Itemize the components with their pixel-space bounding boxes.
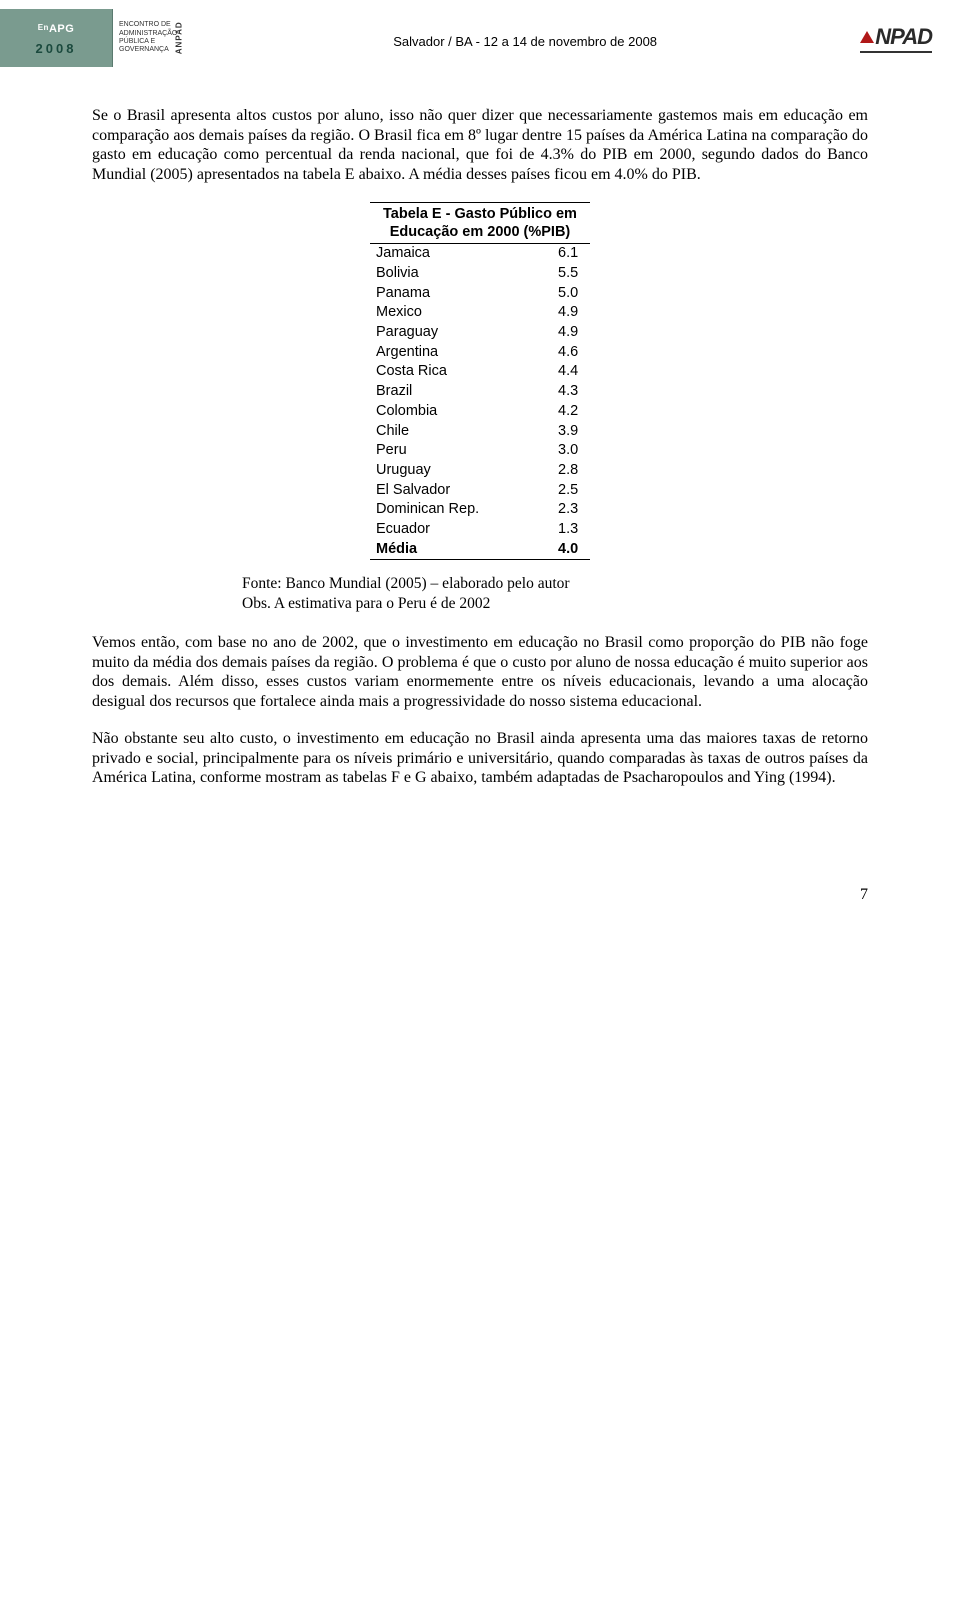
country-cell: Jamaica: [370, 244, 520, 264]
country-cell: Panama: [370, 284, 520, 304]
table-footer-row: Média4.0: [370, 540, 590, 560]
country-cell: Dominican Rep.: [370, 500, 520, 520]
paragraph-2: Vemos então, com base no ano de 2002, qu…: [92, 633, 868, 711]
country-cell: Colombia: [370, 402, 520, 422]
enapg-logo-top: EnAPG: [38, 23, 75, 35]
country-cell: Costa Rica: [370, 362, 520, 382]
table-e-body: Jamaica6.1Bolivia5.5Panama5.0Mexico4.9Pa…: [370, 244, 590, 560]
page-header: EnAPG 2008 ENCONTRO DE ADMINISTRAÇÃO PÚB…: [0, 0, 960, 70]
table-row: Jamaica6.1: [370, 244, 590, 264]
table-row: Argentina4.6: [370, 343, 590, 363]
table-row: Panama5.0: [370, 284, 590, 304]
header-left-block: EnAPG 2008 ENCONTRO DE ADMINISTRAÇÃO PÚB…: [0, 9, 190, 67]
value-cell: 4.2: [520, 402, 590, 422]
page-content: Se o Brasil apresenta altos custos por a…: [0, 70, 960, 826]
value-cell: 4.9: [520, 323, 590, 343]
value-cell: 3.9: [520, 422, 590, 442]
table-row: Mexico4.9: [370, 303, 590, 323]
table-title-line-1: Tabela E - Gasto Público em: [376, 205, 584, 223]
anpad-logo-text: NPAD: [875, 24, 932, 49]
paragraph-3: Não obstante seu alto custo, o investime…: [92, 729, 868, 788]
value-cell: 4.3: [520, 382, 590, 402]
anpad-vertical-text: ANPAD: [174, 22, 184, 55]
table-row: Peru3.0: [370, 441, 590, 461]
value-cell: 2.5: [520, 481, 590, 501]
country-cell: Uruguay: [370, 461, 520, 481]
conference-label: ENCONTRO DE ADMINISTRAÇÃO PÚBLICA E GOVE…: [112, 9, 190, 67]
country-cell: Mexico: [370, 303, 520, 323]
enapg-main: APG: [49, 23, 74, 35]
footer-country-cell: Média: [370, 540, 520, 560]
table-source: Fonte: Banco Mundial (2005) – elaborado …: [242, 574, 868, 613]
value-cell: 4.9: [520, 303, 590, 323]
value-cell: 1.3: [520, 520, 590, 540]
country-cell: Paraguay: [370, 323, 520, 343]
table-row: Chile3.9: [370, 422, 590, 442]
table-title-line-2: Educação em 2000 (%PIB): [376, 223, 584, 241]
value-cell: 2.3: [520, 500, 590, 520]
country-cell: Argentina: [370, 343, 520, 363]
enapg-logo: EnAPG 2008: [0, 9, 112, 67]
value-cell: 5.0: [520, 284, 590, 304]
table-row: Colombia4.2: [370, 402, 590, 422]
table-row: Bolivia5.5: [370, 264, 590, 284]
value-cell: 5.5: [520, 264, 590, 284]
table-row: Costa Rica4.4: [370, 362, 590, 382]
country-cell: Brazil: [370, 382, 520, 402]
enapg-prefix: En: [38, 23, 49, 32]
anpad-triangle-icon: [860, 31, 874, 43]
page-number: 7: [0, 826, 960, 928]
country-cell: Bolivia: [370, 264, 520, 284]
value-cell: 6.1: [520, 244, 590, 264]
table-row: El Salvador2.5: [370, 481, 590, 501]
value-cell: 3.0: [520, 441, 590, 461]
table-e-wrap: Tabela E - Gasto Público em Educação em …: [92, 202, 868, 560]
enapg-year: 2008: [36, 41, 77, 56]
country-cell: El Salvador: [370, 481, 520, 501]
table-e: Tabela E - Gasto Público em Educação em …: [370, 202, 590, 560]
table-e-title: Tabela E - Gasto Público em Educação em …: [370, 203, 590, 244]
table-row: Paraguay4.9: [370, 323, 590, 343]
paragraph-1: Se o Brasil apresenta altos custos por a…: [92, 106, 868, 184]
value-cell: 4.4: [520, 362, 590, 382]
country-cell: Chile: [370, 422, 520, 442]
value-cell: 2.8: [520, 461, 590, 481]
country-cell: Ecuador: [370, 520, 520, 540]
anpad-vertical-bar: ANPAD: [170, 13, 188, 63]
country-cell: Peru: [370, 441, 520, 461]
table-row: Uruguay2.8: [370, 461, 590, 481]
source-line-2: Obs. A estimativa para o Peru é de 2002: [242, 594, 868, 613]
anpad-logo: NPAD: [860, 24, 932, 53]
table-row: Brazil4.3: [370, 382, 590, 402]
table-row: Dominican Rep.2.3: [370, 500, 590, 520]
header-center-text: Salvador / BA - 12 a 14 de novembro de 2…: [190, 28, 860, 49]
table-row: Ecuador1.3: [370, 520, 590, 540]
value-cell: 4.6: [520, 343, 590, 363]
source-line-1: Fonte: Banco Mundial (2005) – elaborado …: [242, 574, 868, 593]
footer-value-cell: 4.0: [520, 540, 590, 560]
